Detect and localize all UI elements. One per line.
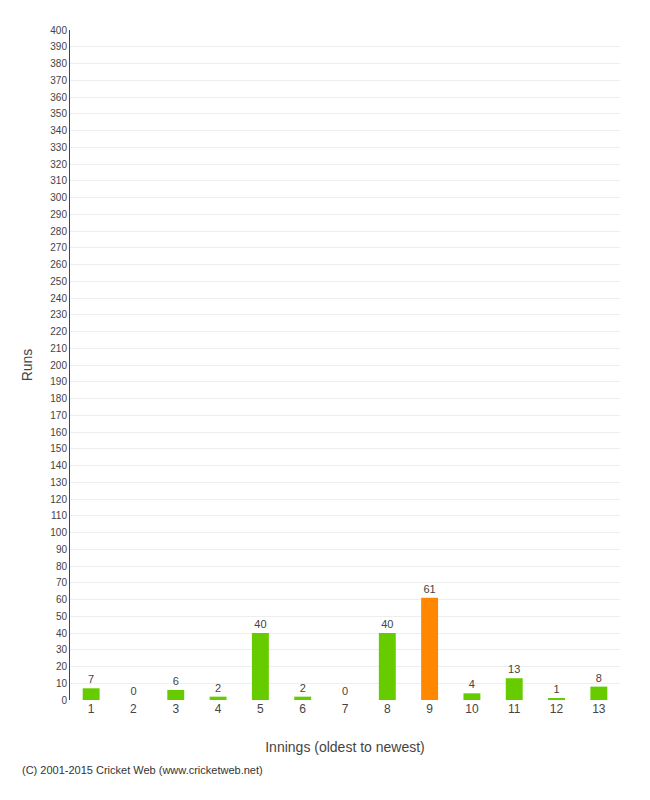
svg-text:13: 13 (508, 663, 520, 675)
svg-text:3: 3 (172, 702, 179, 716)
svg-text:6: 6 (173, 675, 179, 687)
svg-text:310: 310 (50, 175, 67, 186)
svg-text:2: 2 (130, 702, 137, 716)
svg-text:270: 270 (50, 242, 67, 253)
svg-text:70: 70 (56, 577, 68, 588)
svg-text:8: 8 (384, 702, 391, 716)
svg-text:Runs: Runs (19, 349, 35, 382)
svg-text:0: 0 (61, 695, 67, 706)
svg-text:4: 4 (469, 678, 475, 690)
svg-text:390: 390 (50, 41, 67, 52)
svg-text:360: 360 (50, 92, 67, 103)
svg-text:(C) 2001-2015 Cricket Web (www: (C) 2001-2015 Cricket Web (www.cricketwe… (22, 764, 263, 776)
svg-text:250: 250 (50, 276, 67, 287)
svg-text:40: 40 (381, 618, 393, 630)
svg-text:1: 1 (553, 683, 559, 695)
svg-text:80: 80 (56, 561, 68, 572)
svg-text:240: 240 (50, 293, 67, 304)
svg-text:11: 11 (508, 702, 521, 716)
svg-text:10: 10 (56, 678, 68, 689)
svg-text:7: 7 (342, 702, 349, 716)
svg-text:170: 170 (50, 410, 67, 421)
svg-text:140: 140 (50, 460, 67, 471)
svg-text:150: 150 (50, 443, 67, 454)
svg-text:130: 130 (50, 477, 67, 488)
svg-text:5: 5 (257, 702, 264, 716)
svg-text:60: 60 (56, 594, 68, 605)
svg-text:0: 0 (130, 685, 136, 697)
svg-text:190: 190 (50, 376, 67, 387)
svg-text:160: 160 (50, 427, 67, 438)
svg-text:13: 13 (592, 702, 606, 716)
svg-text:6: 6 (299, 702, 306, 716)
svg-text:400: 400 (50, 25, 67, 36)
svg-text:40: 40 (56, 628, 68, 639)
svg-text:1: 1 (88, 702, 95, 716)
svg-text:30: 30 (56, 644, 68, 655)
svg-text:100: 100 (50, 527, 67, 538)
svg-text:220: 220 (50, 326, 67, 337)
svg-text:110: 110 (51, 510, 67, 521)
svg-text:350: 350 (50, 108, 67, 119)
svg-text:320: 320 (50, 159, 67, 170)
svg-text:370: 370 (50, 75, 67, 86)
svg-text:290: 290 (50, 209, 67, 220)
svg-text:380: 380 (50, 58, 67, 69)
svg-text:12: 12 (550, 702, 564, 716)
svg-text:210: 210 (50, 343, 67, 354)
svg-text:7: 7 (88, 673, 94, 685)
svg-text:40: 40 (254, 618, 266, 630)
svg-text:180: 180 (50, 393, 67, 404)
svg-text:20: 20 (56, 661, 68, 672)
svg-text:2: 2 (215, 682, 221, 694)
svg-text:200: 200 (50, 360, 67, 371)
svg-text:61: 61 (423, 583, 435, 595)
svg-text:280: 280 (50, 226, 67, 237)
svg-text:9: 9 (426, 702, 433, 716)
svg-text:Innings (oldest to newest): Innings (oldest to newest) (265, 739, 425, 755)
svg-text:300: 300 (50, 192, 67, 203)
svg-text:260: 260 (50, 259, 67, 270)
svg-text:0: 0 (342, 685, 348, 697)
svg-text:230: 230 (50, 309, 67, 320)
svg-text:2: 2 (300, 682, 306, 694)
svg-text:8: 8 (596, 672, 602, 684)
svg-text:90: 90 (56, 544, 68, 555)
svg-text:330: 330 (50, 142, 67, 153)
svg-text:50: 50 (56, 611, 68, 622)
svg-text:4: 4 (215, 702, 222, 716)
svg-text:10: 10 (465, 702, 479, 716)
svg-text:120: 120 (50, 494, 67, 505)
svg-text:340: 340 (50, 125, 67, 136)
